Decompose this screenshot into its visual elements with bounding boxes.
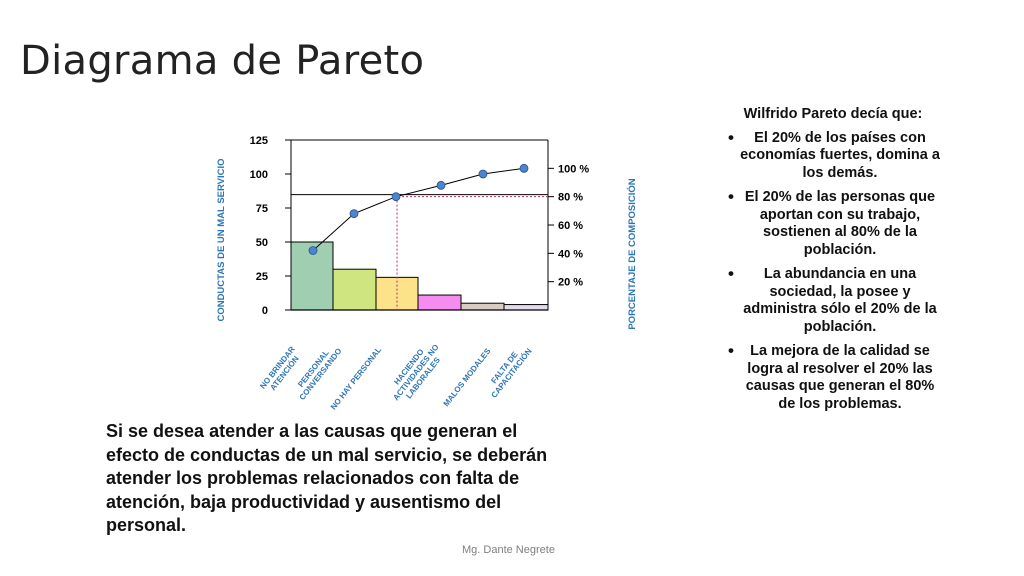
pareto-note-item: • El 20% de los países con economías fuer… bbox=[726, 127, 940, 183]
cumulative-point bbox=[519, 163, 529, 173]
cumulative-point bbox=[349, 209, 359, 219]
x-tick-label: PERSONALCONVERSANDO bbox=[291, 341, 344, 402]
y2-tick-label: 60 % bbox=[558, 220, 583, 232]
bullet-icon: • bbox=[728, 264, 734, 283]
cumulative-point bbox=[391, 192, 401, 202]
x-tick-label: FALTA DECAPACITACIÓN bbox=[482, 341, 533, 400]
bar bbox=[503, 304, 549, 311]
y-tick-label: 25 bbox=[256, 271, 268, 283]
y-tick-label: 0 bbox=[262, 305, 268, 317]
x-tick-label: HACIENDOACTIVIDADES NOLABORALES bbox=[384, 337, 447, 408]
cumulative-point bbox=[308, 246, 318, 255]
conclusion-text: Si se desea atender a las causas que gen… bbox=[106, 421, 548, 535]
bar bbox=[460, 302, 505, 311]
y-tick-label: 75 bbox=[256, 203, 268, 215]
x-tick-label: MALOS MODALES bbox=[442, 346, 493, 408]
bar bbox=[332, 268, 377, 311]
pareto-note: Wilfrido Pareto decía que: • El 20% de lo… bbox=[726, 106, 940, 420]
pareto-note-item: • El 20% de las personas que aportan con … bbox=[726, 187, 940, 259]
y2-tick-label: 20 % bbox=[558, 277, 583, 289]
cumulative-line bbox=[312, 167, 525, 251]
bullet-icon: • bbox=[728, 127, 734, 147]
bullet-icon: • bbox=[728, 341, 734, 360]
bar bbox=[417, 294, 462, 311]
y2-axis-title: PORCENTAJE DE COMPOSICIÓN bbox=[626, 178, 638, 329]
y-axis-title: CONDUCTAS DE UN MAL SERVICIO bbox=[216, 158, 227, 321]
footer-author: Mg. Dante Negrete bbox=[462, 544, 555, 556]
bullet-icon: • bbox=[728, 187, 734, 206]
y2-tick-label: 40 % bbox=[558, 248, 583, 260]
pareto-note-item: • La abundancia en una sociedad, la posee… bbox=[726, 264, 940, 336]
cumulative-point bbox=[478, 169, 488, 179]
x-tick-label-line: MALOS MODALES bbox=[442, 346, 493, 408]
y2-tick-label: 100 % bbox=[558, 163, 589, 175]
y-tick-label: 125 bbox=[250, 135, 268, 147]
pareto-note-text: El 20% de las personas que aportan con s… bbox=[744, 189, 936, 258]
pareto-note-list: • El 20% de los países con economías fuer… bbox=[726, 127, 940, 414]
pareto-note-text: La abundancia en una sociedad, la posee … bbox=[743, 266, 937, 335]
cumulative-point bbox=[436, 180, 446, 190]
y-tick-label: 50 bbox=[256, 237, 268, 249]
slide-title: Diagrama de Pareto bbox=[20, 38, 425, 84]
pareto-note-heading: Wilfrido Pareto decía que: bbox=[743, 106, 923, 122]
pareto-note-item: • La mejora de la calidad se logra al res… bbox=[726, 341, 940, 413]
y2-tick-label: 80 % bbox=[558, 192, 583, 204]
y-tick-label: 100 bbox=[250, 169, 268, 181]
x-tick-label: NO BRINDARATENCIÓN bbox=[258, 345, 304, 397]
pareto-note-text: La mejora de la calidad se logra al reso… bbox=[745, 343, 935, 412]
pareto-note-text: El 20% de los países con economías fuert… bbox=[740, 129, 940, 181]
